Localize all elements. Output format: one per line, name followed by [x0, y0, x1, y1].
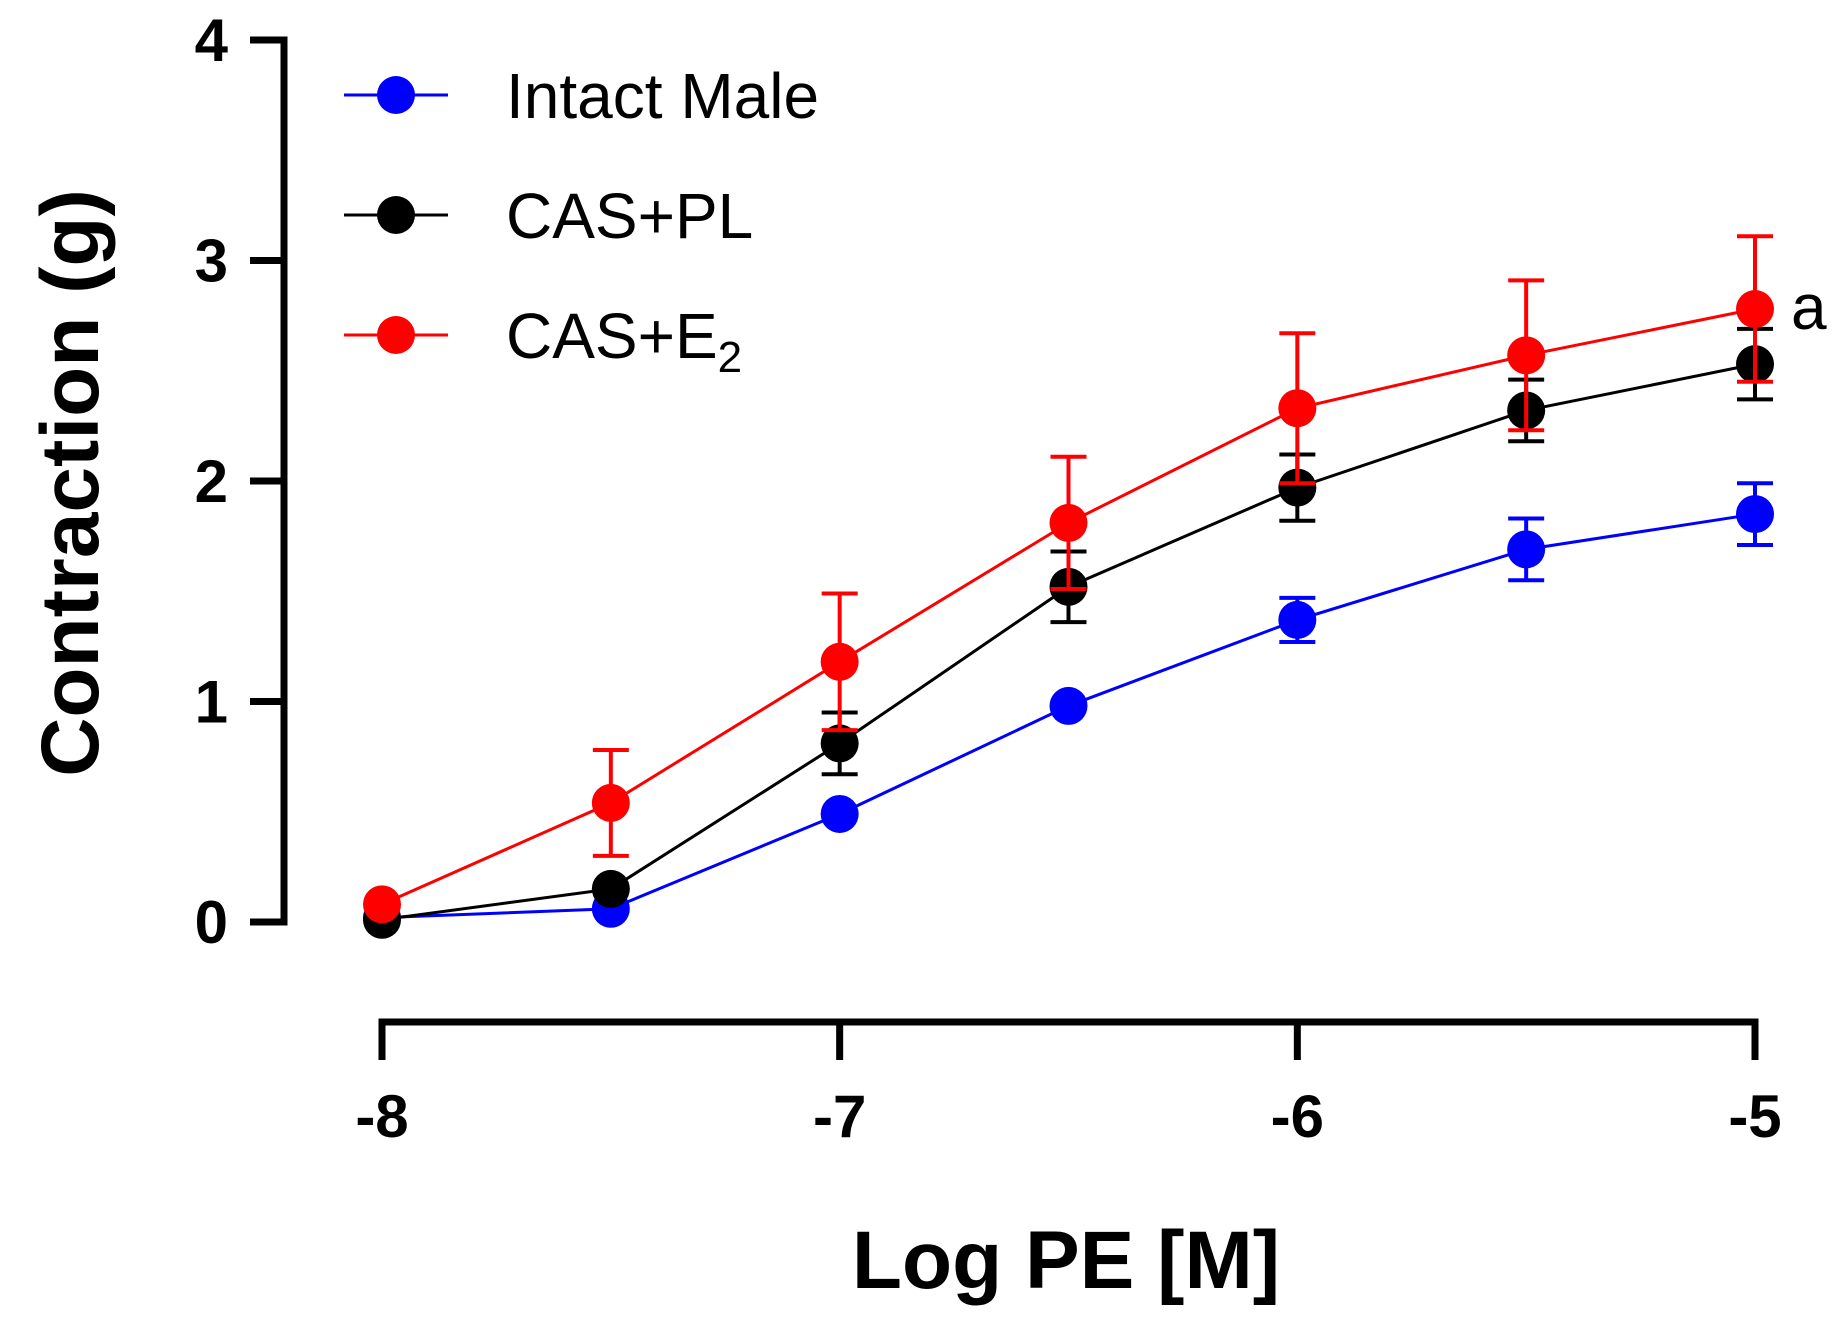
legend-label-main: CAS+E	[506, 300, 718, 372]
legend-label-main: CAS+PL	[506, 180, 753, 252]
y-tick-label: 4	[195, 7, 229, 74]
data-point	[820, 724, 859, 763]
data-point	[1736, 495, 1774, 534]
legend-marker	[377, 76, 415, 114]
legend-item: CAS+PL	[344, 180, 753, 252]
legend-label: CAS+E2	[506, 300, 742, 382]
data-point	[1278, 468, 1317, 507]
x-tick-label: -7	[813, 1083, 866, 1150]
series-layer	[363, 234, 1774, 939]
data-point	[1736, 290, 1774, 329]
legend-marker	[377, 196, 415, 234]
x-tick-label: -8	[355, 1083, 408, 1150]
annotations: a	[1791, 271, 1827, 343]
significance-annotation: a	[1791, 271, 1827, 343]
data-point	[1049, 503, 1088, 542]
legend-item: CAS+E2	[344, 300, 742, 382]
y-tick-label: 1	[195, 669, 228, 736]
x-tick-label: -6	[1271, 1083, 1324, 1150]
legend-label: CAS+PL	[506, 180, 753, 252]
data-point	[363, 885, 401, 924]
data-point	[1049, 686, 1088, 725]
legend-label-main: Intact Male	[506, 60, 819, 132]
series-line	[381, 362, 1756, 922]
legend: Intact Male CAS+PL CAS+E2	[344, 60, 819, 382]
series-cas-e2	[363, 234, 1774, 924]
data-point	[591, 783, 630, 822]
y-axis-title: Contraction (g)	[25, 189, 116, 777]
data-point	[1278, 600, 1317, 639]
x-axis: -8 -7 -6 -5	[355, 1018, 1782, 1150]
x-tick-label: -5	[1728, 1083, 1781, 1150]
legend-item: Intact Male	[344, 60, 819, 132]
y-tick-label: 2	[195, 448, 228, 515]
series-cas-pl	[363, 326, 1774, 939]
legend-label-subscript: 2	[718, 333, 742, 382]
legend-label: Intact Male	[506, 60, 819, 132]
data-point	[820, 642, 859, 681]
y-tick-label: 0	[195, 889, 228, 956]
data-point	[820, 794, 859, 833]
y-axis: 0 1 2 3 4	[195, 7, 288, 956]
legend-marker	[377, 316, 415, 354]
data-point	[1278, 389, 1317, 428]
data-point	[591, 869, 630, 908]
data-point	[1507, 530, 1546, 569]
y-tick-label: 3	[195, 228, 228, 295]
x-axis-title: Log PE [M]	[852, 1215, 1280, 1306]
data-point	[1507, 336, 1546, 375]
